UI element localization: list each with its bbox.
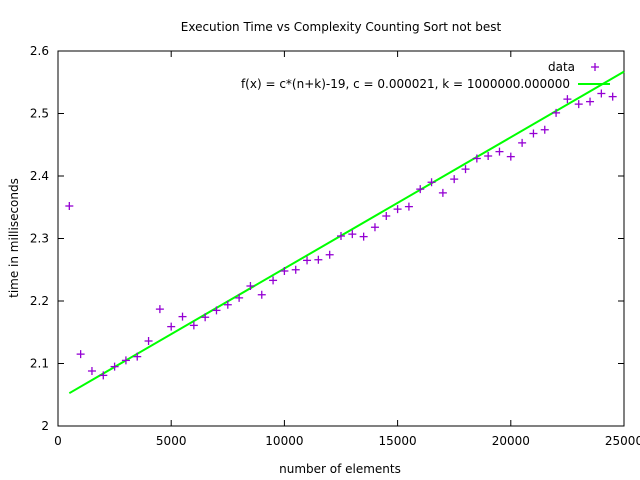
data-point xyxy=(393,205,402,214)
data-point xyxy=(529,129,538,138)
data-point xyxy=(438,188,447,197)
data-point xyxy=(303,256,312,265)
y-tick-label: 2.6 xyxy=(30,44,49,58)
data-point xyxy=(121,356,130,365)
legend: data f(x) = c*(n+k)-19, c = 0.000021, k … xyxy=(241,60,610,91)
x-tick-label: 5000 xyxy=(156,434,187,448)
data-point xyxy=(246,282,255,290)
legend-label-data: data xyxy=(548,60,575,74)
data-point xyxy=(495,147,504,156)
data-point xyxy=(291,265,300,274)
data-point xyxy=(76,350,85,359)
data-point xyxy=(110,362,119,371)
data-point xyxy=(608,92,617,101)
chart-title: Execution Time vs Complexity Counting So… xyxy=(181,20,502,34)
series-layer xyxy=(65,70,625,395)
data-point xyxy=(348,230,357,239)
y-axis-label: time in milliseconds xyxy=(7,178,21,298)
tick-labels: 0 5000 10000 15000 20000 25000 2 2.1 2.2 2.3 2.4 2.… xyxy=(30,44,640,448)
x-tick-label: 25000 xyxy=(605,434,640,448)
legend-marker-data xyxy=(591,63,599,71)
tick-marks xyxy=(57,50,625,427)
data-point xyxy=(65,202,74,210)
y-tick-label: 2 xyxy=(41,419,49,433)
x-tick-label: 15000 xyxy=(379,434,417,448)
y-tick-label: 2.1 xyxy=(30,357,49,371)
x-tick-label: 10000 xyxy=(265,434,303,448)
x-tick-label: 20000 xyxy=(492,434,530,448)
data-point xyxy=(212,306,221,315)
data-point xyxy=(337,232,345,240)
data-point xyxy=(87,367,96,375)
y-tick-label: 2.5 xyxy=(30,107,49,121)
data-point xyxy=(269,276,278,285)
data-point xyxy=(325,250,334,259)
data-point xyxy=(257,290,266,299)
data-point xyxy=(235,293,244,302)
data-point xyxy=(359,232,368,241)
data-point xyxy=(201,313,210,322)
data-point xyxy=(178,312,187,321)
data-point xyxy=(223,300,232,309)
data-point xyxy=(518,138,527,147)
x-tick-label: 0 xyxy=(54,434,62,448)
legend-plus-marker xyxy=(591,63,599,71)
data-point xyxy=(144,337,153,345)
data-point xyxy=(574,100,583,109)
data-point xyxy=(189,321,198,330)
y-tick-label: 2.3 xyxy=(30,232,49,246)
y-tick-label: 2.4 xyxy=(30,169,49,183)
data-point xyxy=(280,267,289,275)
x-axis-label: number of elements xyxy=(279,462,401,476)
data-point xyxy=(404,202,413,211)
data-point xyxy=(427,178,436,187)
data-point xyxy=(552,108,561,117)
data-point xyxy=(472,154,481,163)
data-point xyxy=(450,175,459,184)
data-point xyxy=(461,165,470,174)
data-point xyxy=(133,352,142,361)
data-point xyxy=(540,125,549,134)
data-point xyxy=(484,152,493,160)
data-point xyxy=(563,95,572,104)
data-point xyxy=(382,212,391,220)
fit-line xyxy=(68,70,625,395)
legend-label-fit: f(x) = c*(n+k)-19, c = 0.000021, k = 100… xyxy=(241,77,570,91)
data-point xyxy=(506,152,515,161)
data-point xyxy=(597,89,606,98)
data-point xyxy=(99,371,108,380)
data-point xyxy=(416,185,425,194)
data-point xyxy=(314,255,323,264)
data-point xyxy=(586,97,595,106)
data-point xyxy=(370,223,379,232)
data-point xyxy=(155,305,164,314)
data-point xyxy=(167,322,176,331)
y-tick-label: 2.2 xyxy=(30,294,49,308)
